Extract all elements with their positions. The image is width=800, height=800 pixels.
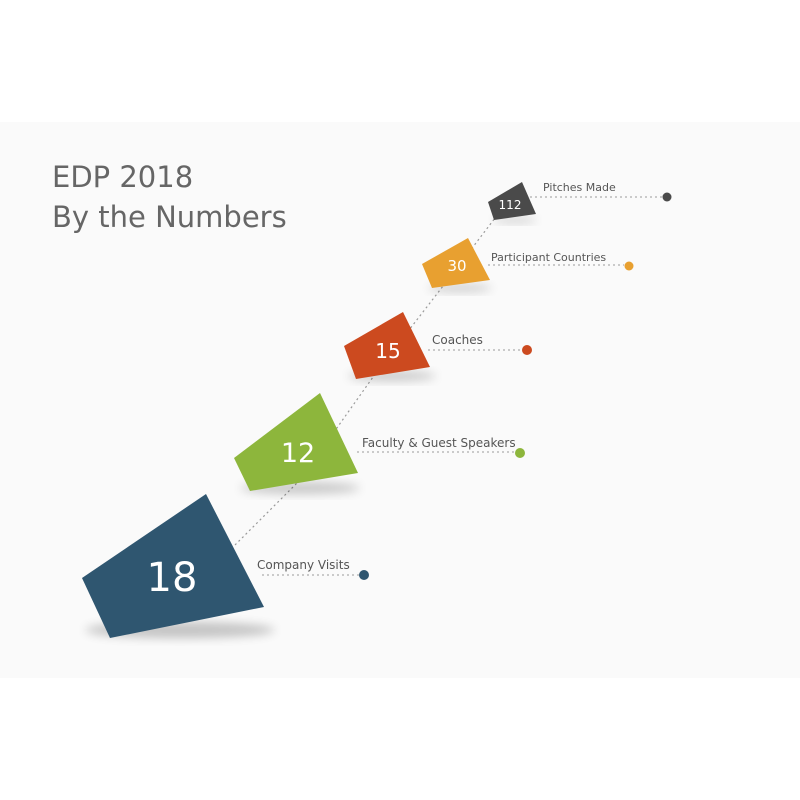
stat-value: 12 xyxy=(281,438,315,469)
stat-card xyxy=(422,238,490,288)
leader-dot xyxy=(624,261,634,271)
title-line-1: EDP 2018 xyxy=(52,160,194,194)
stat-value: 15 xyxy=(375,339,400,363)
stat-faculty-guest-speakers: 12 Faculty & Guest Speakers xyxy=(234,393,525,494)
stat-label: Participant Countries xyxy=(491,251,606,264)
stat-card xyxy=(82,494,264,638)
stat-company-visits: 18 Company Visits xyxy=(82,494,369,638)
stat-label: Coaches xyxy=(432,333,483,347)
page-title: EDP 2018 By the Numbers xyxy=(52,157,287,237)
stat-card xyxy=(344,312,430,379)
stat-card xyxy=(234,393,358,491)
leader-dot xyxy=(515,448,525,458)
leader-dot xyxy=(522,345,532,355)
stat-coaches: 15 Coaches xyxy=(344,312,532,381)
stat-label: Company Visits xyxy=(257,558,350,572)
title-line-2: By the Numbers xyxy=(52,200,287,234)
stat-value: 112 xyxy=(499,198,522,212)
leader-dot xyxy=(359,570,369,580)
stat-label: Pitches Made xyxy=(543,181,616,194)
stat-value: 30 xyxy=(447,257,466,275)
stat-pitches-made: 112 Pitches Made xyxy=(488,181,672,223)
leader-dot xyxy=(662,192,672,202)
stat-participant-countries: 30 Participant Countries xyxy=(422,238,634,292)
stat-card xyxy=(488,182,536,220)
stat-value: 18 xyxy=(147,555,198,601)
stat-label: Faculty & Guest Speakers xyxy=(362,436,516,450)
